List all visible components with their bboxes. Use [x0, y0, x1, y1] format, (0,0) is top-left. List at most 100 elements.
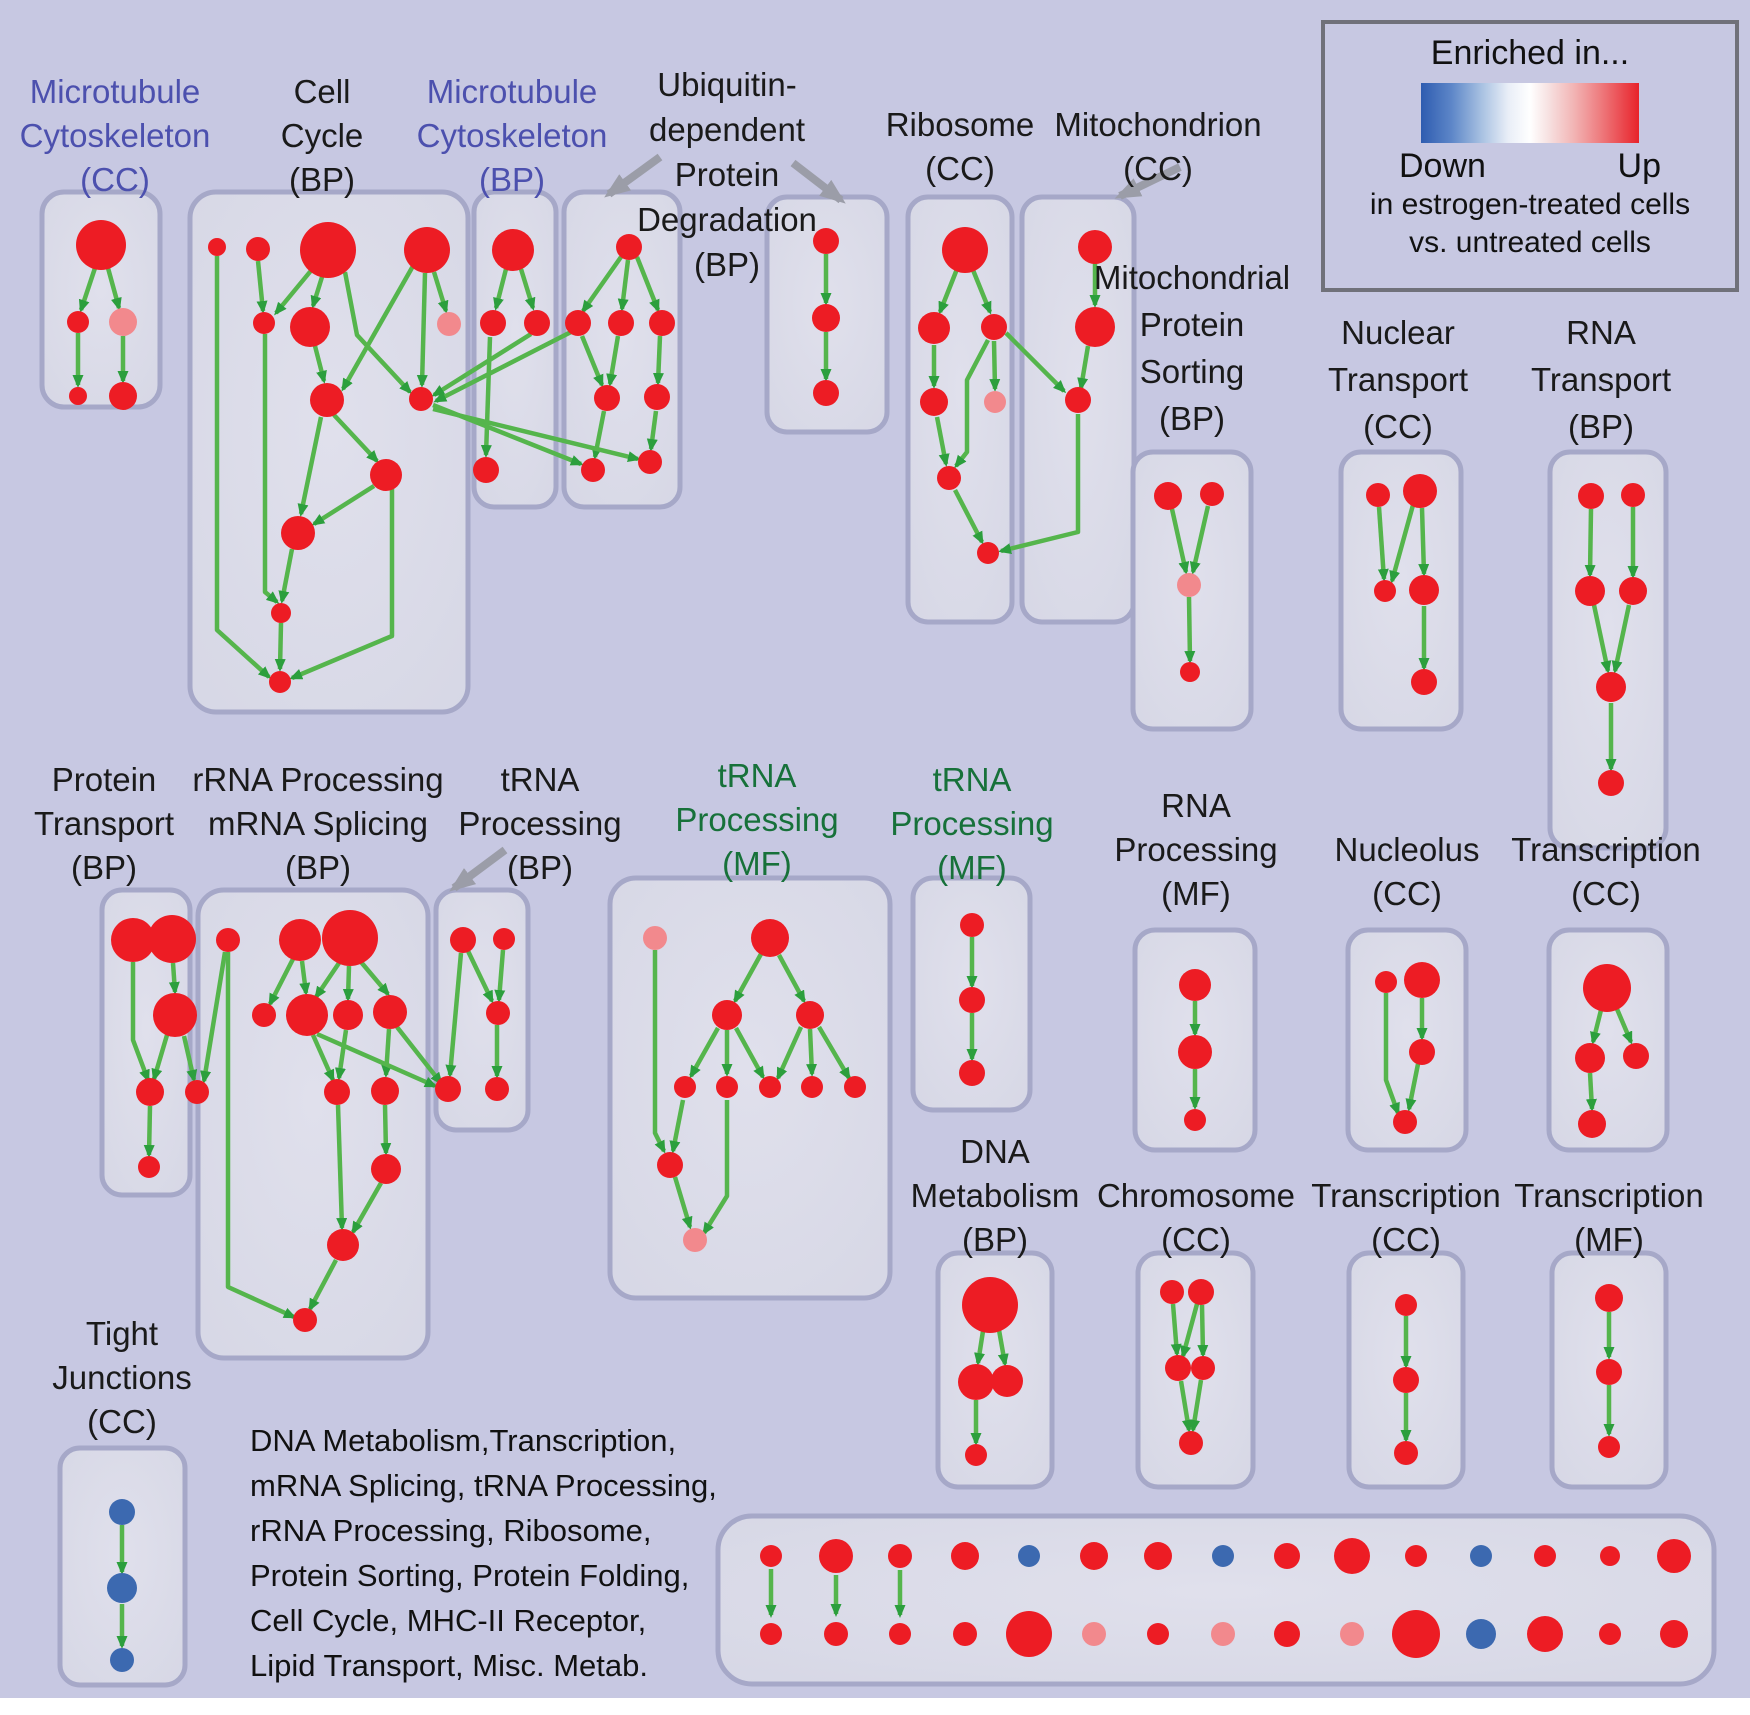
hierarchy-edge — [312, 345, 327, 384]
go-term-node — [246, 237, 270, 261]
label-line: (BP) — [289, 161, 355, 198]
label-line: (CC) — [1571, 875, 1641, 912]
label-line: Mitochondrial — [1093, 258, 1291, 296]
go-term-node — [253, 312, 275, 334]
hierarchy-edge — [1376, 506, 1389, 582]
rna-transport-label: RNA Transport (BP) — [1531, 309, 1671, 450]
go-term-node — [801, 1076, 823, 1098]
go-term-node — [486, 1001, 510, 1025]
microtubule-bp-label: Microtubule Cytoskeleton (BP) — [417, 70, 608, 202]
go-term-node — [324, 1079, 350, 1105]
label-line: Protein — [1139, 305, 1245, 343]
go-term-node — [1409, 575, 1439, 605]
go-term-node — [136, 1078, 164, 1106]
go-term-node — [1394, 1441, 1418, 1465]
go-term-node — [1375, 971, 1397, 993]
go-term-node — [450, 927, 476, 953]
go-term-node — [1575, 576, 1605, 606]
label-line: Cytoskeleton — [416, 117, 608, 154]
go-term-node — [1078, 230, 1112, 264]
note-line: Lipid Transport, Misc. Metab. — [250, 1648, 648, 1683]
go-term-node — [1179, 969, 1211, 1001]
transcription-cc-label: Transcription (CC) — [1511, 828, 1701, 916]
hierarchy-edge — [278, 548, 295, 604]
go-term-node — [1596, 1359, 1622, 1385]
go-term-node — [1403, 474, 1437, 508]
label-line: (MF) — [1574, 1221, 1644, 1258]
go-term-node — [958, 1364, 994, 1400]
chromosome-label: Chromosome (CC) — [1097, 1174, 1295, 1262]
go-term-node — [1075, 307, 1115, 347]
rrna-mrna-label: rRNA Processing mRNA Splicing (BP) — [192, 758, 443, 890]
label-line: (BP) — [693, 245, 760, 283]
hierarchy-edge — [310, 276, 325, 309]
label-line: (BP) — [1158, 399, 1225, 437]
go-term-node — [435, 1076, 461, 1102]
go-term-node — [1619, 577, 1647, 605]
label-line: (CC) — [925, 150, 995, 187]
note-line: Protein Sorting, Protein Folding, — [250, 1558, 690, 1593]
trna-mf-small-label: tRNA Processing (MF) — [890, 758, 1053, 890]
label-pointer-arrow — [604, 153, 663, 198]
label-line: tRNA — [500, 761, 580, 798]
label-line: (BP) — [284, 849, 351, 886]
hierarchy-edge — [970, 269, 993, 315]
go-term-node — [485, 1077, 509, 1101]
ubiquitin-label: Ubiquitin-dependent Protein Degradation (BP… — [637, 62, 817, 287]
go-term-node — [1411, 669, 1437, 695]
hierarchy-edge — [225, 952, 297, 1320]
hierarchy-edge — [359, 960, 390, 997]
trna-mf-large-label: tRNA Processing (MF) — [675, 754, 838, 886]
hierarchy-edge — [316, 1031, 438, 1089]
label-line: tRNA — [717, 757, 797, 794]
hierarchy-edge — [274, 265, 316, 316]
hierarchy-edge — [1077, 345, 1091, 391]
label-line: Nuclear — [1341, 313, 1455, 351]
go-term-node — [109, 382, 137, 410]
cluster-box-microtubule-cc — [39, 189, 163, 410]
go-term-node — [1393, 1110, 1417, 1134]
go-term-node — [1018, 1545, 1040, 1567]
trna-bp-label: tRNA Processing (BP) — [458, 758, 621, 890]
hierarchy-edge — [702, 1100, 730, 1236]
go-term-node — [751, 919, 789, 957]
go-term-node — [371, 1077, 399, 1105]
go-term-node — [1178, 1035, 1212, 1069]
mitochondrion-label: Mitochondrion (CC) — [1054, 103, 1261, 191]
hierarchy-edge — [1611, 604, 1632, 674]
go-term-node — [333, 1000, 363, 1030]
go-term-node — [1578, 483, 1604, 509]
go-term-node — [594, 385, 620, 411]
hierarchy-edge — [954, 338, 990, 469]
go-term-node — [185, 1080, 209, 1104]
go-term-node — [216, 928, 240, 952]
label-line: Transport — [1531, 360, 1671, 398]
go-term-node — [404, 227, 450, 273]
go-term-node — [1660, 1620, 1688, 1648]
label-line: Nucleolus — [1334, 831, 1480, 868]
go-term-node — [608, 310, 634, 336]
hierarchy-edge — [416, 272, 428, 388]
go-term-node — [920, 388, 948, 416]
go-term-node — [67, 311, 89, 333]
go-term-node — [1596, 672, 1626, 702]
label-line: dependent — [648, 110, 805, 148]
hierarchy-edge — [775, 1026, 804, 1081]
cluster-box-misc-cluster — [715, 1513, 1717, 1687]
go-term-node — [638, 450, 662, 474]
label-line: Processing — [1114, 831, 1278, 868]
go-term-node — [279, 919, 321, 961]
hierarchy-edge — [151, 1034, 170, 1082]
go-term-node — [293, 1308, 317, 1332]
hierarchy-edge — [168, 962, 180, 995]
go-term-node — [1578, 1110, 1606, 1138]
go-term-node — [1188, 1279, 1214, 1305]
label-line: (CC) — [1161, 1221, 1231, 1258]
go-term-node — [760, 1623, 782, 1645]
go-term-node — [796, 1001, 824, 1029]
go-term-node — [1274, 1621, 1300, 1647]
label-line: Tight — [85, 1315, 159, 1352]
mito-sorting-label: Mitochondrial Protein Sorting (BP) — [1094, 254, 1290, 442]
go-term-node — [581, 458, 605, 482]
